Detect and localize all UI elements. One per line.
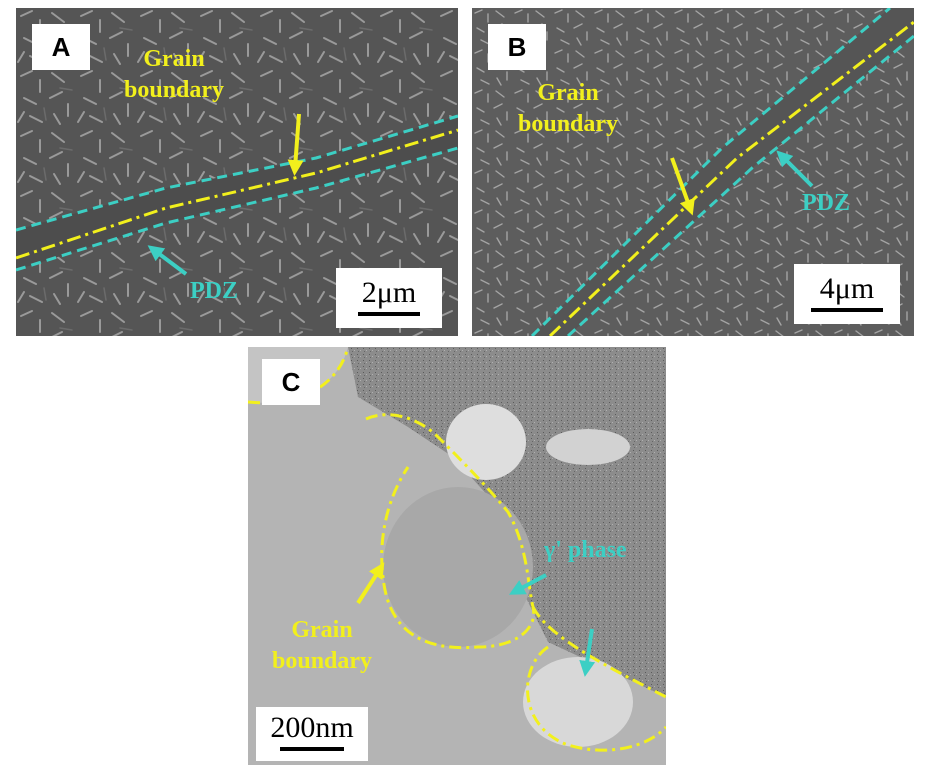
panel-b-grain-text: Grain	[537, 80, 599, 106]
panel-c-boundary-text: boundary	[272, 648, 373, 674]
panel-c-lower-particle-arrow	[579, 628, 596, 677]
panel-a-grain-boundary-arrow	[287, 113, 304, 176]
panel-b-grain-boundary-annotation: Grain boundary	[518, 78, 618, 140]
panel-b-pdz-lower-line	[566, 34, 914, 336]
panel-c-scale-text: 200nm	[270, 711, 354, 744]
panel-a-grain-boundary-annotation: Grain boundary	[124, 44, 224, 106]
panel-a-scale-bar: 2μm	[336, 268, 442, 328]
panel-b-pdz-region	[532, 8, 914, 336]
panel-b: B Grain boundary PDZ 4μm	[472, 8, 914, 336]
panel-b-pdz-upper-line	[530, 8, 891, 336]
panel-a-pdz-arrow	[147, 245, 188, 276]
panel-b-boundary-text: boundary	[518, 111, 619, 137]
panel-c-gamma-prime-particle	[383, 487, 533, 647]
panel-a-boundary-text: boundary	[124, 77, 225, 103]
panel-c-scale-bar: 200nm	[256, 707, 368, 761]
panel-b-pdz-annotation: PDZ	[802, 190, 850, 216]
panel-c-scale-line	[280, 747, 344, 751]
panel-a-grain-boundary-line	[16, 128, 458, 260]
panel-b-grain-boundary-arrow	[670, 157, 695, 216]
panel-c-grain-boundary-annotation: Grain boundary	[272, 615, 372, 677]
panel-a-scale-text: 2μm	[361, 276, 417, 309]
panel-c-gamma-prime-arrow	[508, 573, 547, 595]
panel-a-scale-line	[358, 312, 420, 316]
panel-a: A Grain boundary PDZ 2μm	[16, 8, 458, 336]
panel-a-pdz-upper-line	[16, 114, 458, 232]
panel-c: C γ' phase Grain boundary 200nm	[248, 347, 666, 765]
panel-a-pdz-lower-line	[16, 146, 458, 272]
panel-c-gamma-prime-annotation: γ' phase	[544, 537, 627, 563]
panel-b-grain-boundary-line	[548, 20, 914, 336]
panel-b-pdz-arrow	[776, 150, 814, 188]
panel-c-label: C	[262, 359, 320, 405]
panel-c-micrograph	[248, 347, 666, 765]
panel-c-grain-boundary-arrow	[356, 562, 385, 605]
panel-c-lower-particle	[523, 657, 633, 747]
panel-a-grain-text: Grain	[143, 46, 205, 72]
panel-a-pdz-annotation: PDZ	[190, 278, 238, 304]
panel-c-grain-text: Grain	[291, 617, 353, 643]
panel-b-label: B	[488, 24, 546, 70]
panel-a-micrograph	[16, 8, 458, 336]
panel-b-scale-text: 4μm	[819, 272, 875, 305]
panel-b-scale-line	[811, 308, 883, 312]
panel-b-scale-bar: 4μm	[794, 264, 900, 324]
panel-a-label: A	[32, 24, 90, 70]
panel-a-pdz-region	[16, 116, 458, 270]
